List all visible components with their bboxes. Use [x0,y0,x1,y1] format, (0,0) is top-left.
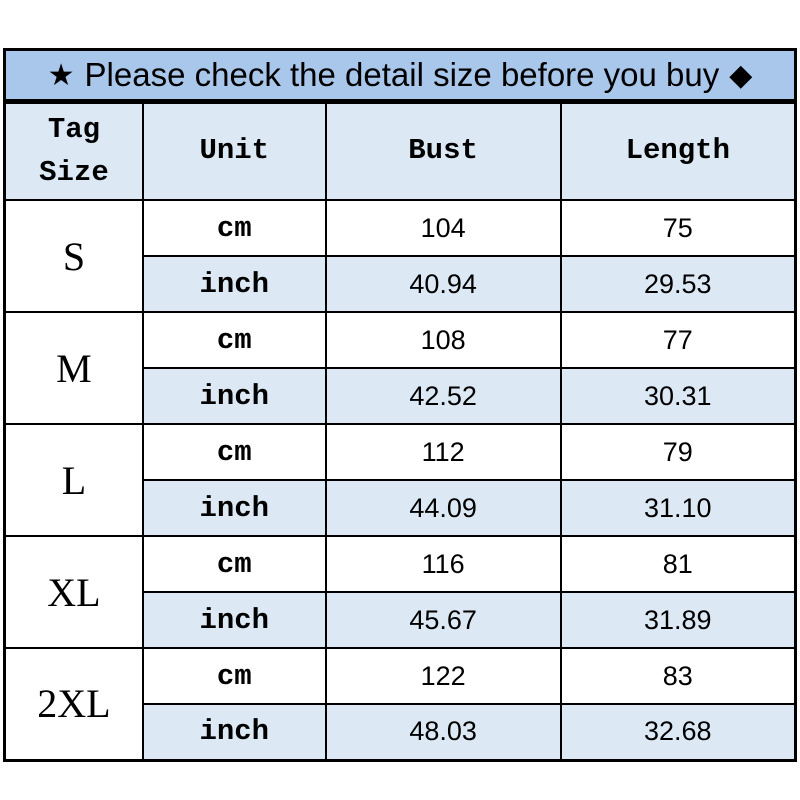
length-value: 31.89 [559,591,797,649]
length-value: 77 [559,311,797,369]
bust-value: 112 [324,423,562,481]
length-value: 83 [559,647,797,705]
unit-cell: cm [141,199,327,257]
unit-cell: inch [141,591,327,649]
unit-cell: cm [141,311,327,369]
bust-value: 48.03 [324,703,562,761]
table-row-s-cm: S cm 104 75 [3,199,797,313]
bust-value: 122 [324,647,562,705]
bust-value: 45.67 [324,591,562,649]
diamond-icon: ◆ [729,58,753,92]
size-chart-sheet: ★ Please check the detail size before yo… [3,48,797,762]
size-table: Tag Size Unit Bust Length S cm 104 75 in… [3,101,797,762]
length-value: 75 [559,199,797,257]
table-row-l-cm: L cm 112 79 [3,423,797,537]
header-length: Length [559,101,797,201]
length-value: 30.31 [559,367,797,425]
header-tag-size: Tag Size [3,101,144,201]
size-label-xl: XL [3,535,144,649]
table-row-m-cm: M cm 108 77 [3,311,797,425]
table-row-s-inch: inch 40.94 29.53 [5,255,797,313]
unit-cell: cm [141,647,327,705]
table-row-xl-cm: XL cm 116 81 [3,535,797,649]
length-value: 79 [559,423,797,481]
unit-cell: inch [141,367,327,425]
table-row-2xl-inch: inch 48.03 32.68 [5,703,797,761]
unit-cell: cm [141,423,327,481]
length-value: 31.10 [559,479,797,537]
table-row-m-inch: inch 42.52 30.31 [5,367,797,425]
size-label-l: L [3,423,144,537]
header-bust: Bust [324,101,562,201]
table-row-l-inch: inch 44.09 31.10 [5,479,797,537]
length-value: 81 [559,535,797,593]
length-value: 29.53 [559,255,797,313]
size-label-s: S [3,199,144,313]
bust-value: 42.52 [324,367,562,425]
unit-cell: inch [141,255,327,313]
bust-value: 108 [324,311,562,369]
size-label-2xl: 2XL [3,647,144,761]
unit-cell: inch [141,703,327,761]
bust-value: 44.09 [324,479,562,537]
table-row-2xl-cm: 2XL cm 122 83 [3,647,797,761]
header-unit: Unit [141,101,327,201]
unit-cell: inch [141,479,327,537]
bust-value: 104 [324,199,562,257]
bust-value: 116 [324,535,562,593]
length-value: 32.68 [559,703,797,761]
table-row-xl-inch: inch 45.67 31.89 [5,591,797,649]
notice-text: Please check the detail size before you … [84,56,720,93]
header-row: Tag Size Unit Bust Length [3,101,797,201]
bust-value: 40.94 [324,255,562,313]
notice-banner: ★ Please check the detail size before yo… [3,48,797,102]
size-label-m: M [3,311,144,425]
unit-cell: cm [141,535,327,593]
star-icon: ★ [47,58,75,92]
